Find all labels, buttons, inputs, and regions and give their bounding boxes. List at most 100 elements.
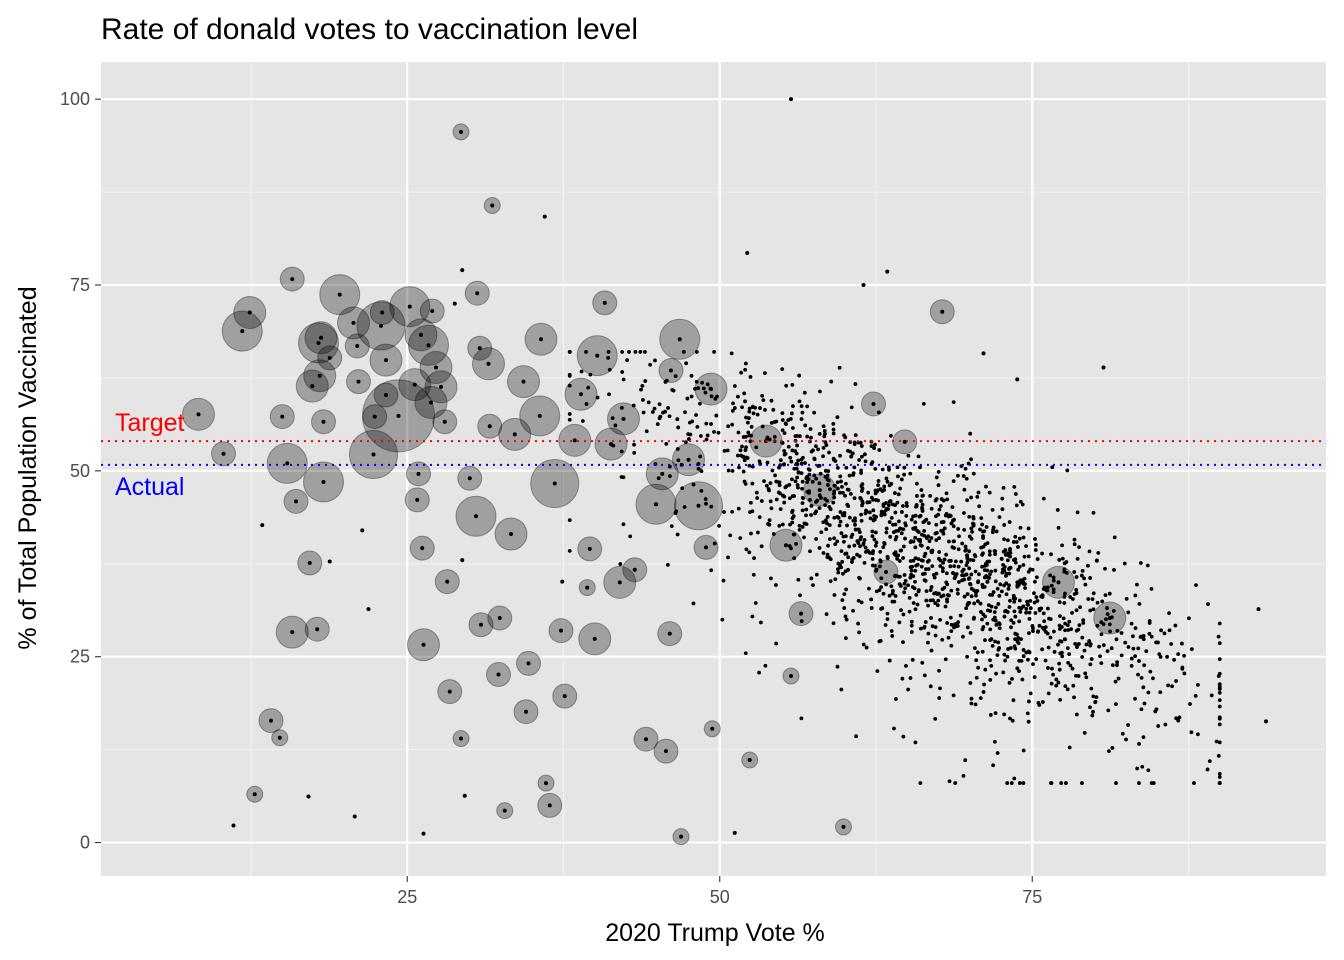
cluster-point: [738, 448, 743, 453]
cluster-point: [1110, 663, 1115, 668]
cluster-point: [817, 506, 822, 511]
cluster-point: [673, 374, 678, 379]
cluster-point: [1109, 646, 1114, 651]
cluster-point: [1007, 520, 1012, 524]
cluster-point: [709, 422, 713, 426]
cluster-point: [1070, 597, 1075, 601]
reference-line-label: Actual: [115, 473, 184, 501]
cluster-point: [949, 643, 954, 648]
cluster-point: [1014, 503, 1019, 508]
cluster-point: [844, 481, 848, 486]
cluster-point: [704, 501, 708, 506]
cluster-point: [949, 622, 954, 627]
cluster-point: [839, 479, 843, 484]
cluster-point: [832, 536, 837, 541]
cluster-point: [1086, 597, 1091, 601]
cluster-point: [995, 653, 1000, 658]
cluster-point: [748, 375, 753, 379]
cluster-point: [1024, 544, 1028, 549]
cluster-point: [887, 499, 892, 504]
cluster-point: [670, 387, 675, 392]
cluster-point: [861, 541, 866, 546]
cluster-point: [1033, 548, 1038, 552]
point-marker: [462, 793, 467, 798]
cluster-point: [1017, 564, 1022, 569]
cluster-point: [797, 373, 802, 378]
cluster-point: [712, 350, 716, 354]
cluster-point: [981, 612, 986, 617]
cluster-point: [869, 444, 874, 449]
point-marker: [327, 559, 332, 564]
point-marker: [317, 373, 322, 378]
cluster-point: [867, 586, 871, 591]
cluster-point: [1036, 700, 1041, 705]
cluster-point: [847, 544, 852, 549]
cluster-point: [595, 395, 600, 400]
cluster-point: [931, 598, 935, 603]
cluster-point: [870, 551, 875, 556]
point-marker: [784, 543, 788, 548]
cluster-point: [1049, 552, 1053, 557]
cluster-point: [631, 403, 636, 408]
cluster-point: [1142, 701, 1147, 706]
cluster-point: [584, 350, 588, 354]
cluster-point: [945, 597, 949, 602]
cluster-point: [1054, 677, 1059, 682]
cluster-point: [1003, 548, 1008, 552]
cluster-point: [962, 511, 966, 515]
cluster-point: [664, 378, 669, 383]
cluster-point: [1089, 657, 1094, 661]
cluster-point: [721, 578, 726, 583]
cluster-point: [899, 531, 904, 536]
cluster-point: [790, 426, 795, 430]
cluster-point: [828, 579, 833, 584]
cluster-point: [1028, 606, 1033, 611]
cluster-point: [981, 534, 985, 539]
cluster-point: [835, 486, 840, 491]
cluster-point: [918, 513, 923, 518]
cluster-point: [850, 560, 854, 564]
cluster-point: [1032, 591, 1036, 596]
cluster-point: [1009, 781, 1014, 785]
cluster-point: [922, 625, 927, 630]
cluster-point: [780, 411, 785, 416]
cluster-point: [1217, 621, 1222, 626]
cluster-point: [1049, 781, 1054, 785]
cluster-point: [675, 417, 680, 422]
cluster-point: [895, 500, 900, 505]
cluster-point: [879, 513, 884, 518]
cluster-point: [972, 646, 977, 651]
cluster-point: [1182, 653, 1186, 658]
cluster-point: [613, 423, 618, 428]
point-marker: [587, 546, 592, 551]
cluster-point: [1113, 679, 1118, 684]
cluster-point: [1074, 587, 1079, 592]
cluster-point: [916, 530, 921, 534]
cluster-point: [730, 422, 735, 427]
cluster-point: [901, 734, 906, 739]
cluster-point: [841, 534, 846, 539]
cluster-point: [1002, 583, 1006, 588]
cluster-point: [1000, 567, 1005, 572]
cluster-point: [643, 379, 648, 383]
cluster-point: [759, 499, 764, 503]
cluster-point: [847, 473, 852, 478]
cluster-point: [894, 697, 898, 701]
cluster-point: [749, 433, 754, 438]
cluster-point: [567, 373, 572, 378]
cluster-point: [968, 557, 973, 562]
point-marker: [861, 283, 866, 288]
cluster-point: [783, 421, 788, 426]
cluster-point: [800, 479, 805, 484]
cluster-point: [1107, 591, 1112, 596]
cluster-point: [1007, 680, 1012, 685]
cluster-point: [811, 583, 815, 588]
point-marker: [660, 471, 665, 476]
cluster-point: [1120, 731, 1125, 736]
cluster-point: [933, 498, 938, 503]
cluster-point: [913, 607, 918, 612]
cluster-point: [929, 585, 934, 589]
cluster-point: [1163, 722, 1168, 727]
cluster-point: [961, 474, 966, 478]
cluster-point: [705, 382, 710, 387]
